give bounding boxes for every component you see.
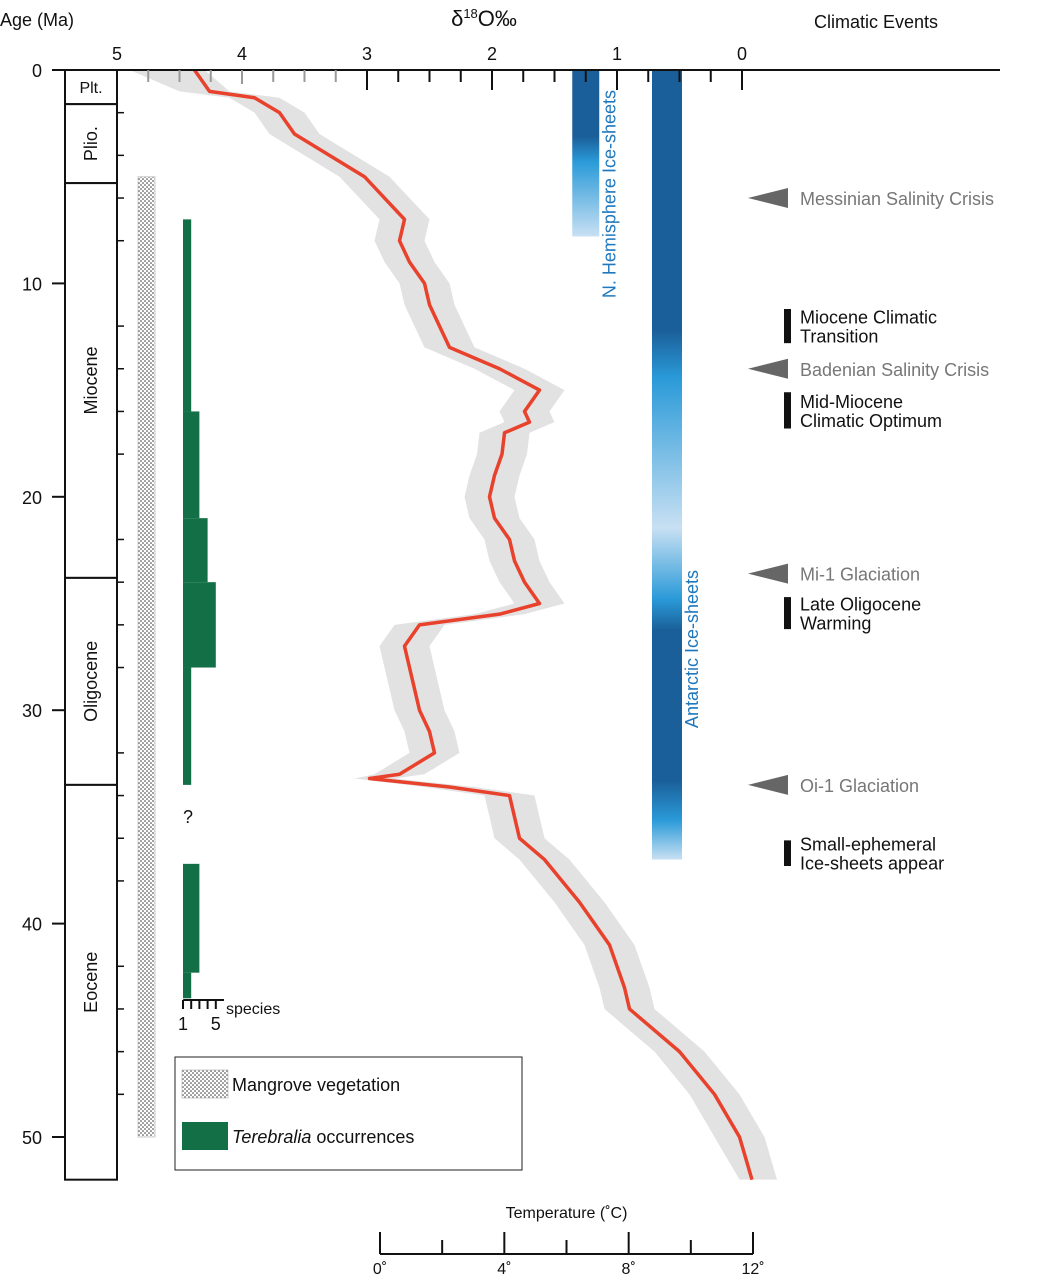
event-arrow: [748, 774, 788, 795]
event-arrow: [748, 358, 788, 379]
title-part: δ: [451, 6, 463, 31]
unknown-mark: ?: [183, 807, 193, 827]
ice-sheet-bar: [572, 70, 600, 237]
legend-label: Mangrove vegetation: [232, 1075, 400, 1095]
event-bar: [784, 597, 791, 630]
temperature-tick-label: 12˚: [741, 1261, 764, 1278]
event-label: Late Oligocene: [800, 595, 921, 615]
temperature-tick-label: 0˚: [373, 1261, 387, 1278]
event-label: Badenian Salinity Crisis: [800, 360, 989, 380]
event-bar: [784, 309, 791, 344]
range-band: [129, 70, 777, 1180]
epoch-label: Oligocene: [81, 641, 101, 722]
event-label: Ice-sheets appear: [800, 854, 944, 874]
event-label: Small-ephemeral: [800, 835, 936, 855]
y-tick-label: 20: [22, 488, 42, 508]
event-bar: [784, 840, 791, 866]
terebralia-bar: [183, 582, 216, 668]
x-tick-label: 3: [362, 44, 372, 64]
y-tick-label: 10: [22, 274, 42, 294]
epoch-label: Miocene: [81, 346, 101, 414]
temperature-title: Temperature (˚C): [506, 1205, 628, 1222]
terebralia-bar: [183, 411, 200, 519]
events-title: Climatic Events: [814, 12, 938, 32]
ice-sheet-bar: [652, 70, 682, 860]
terebralia-bar: [183, 667, 192, 785]
terebralia-bar: [183, 518, 208, 583]
event-label: Mid-Miocene: [800, 392, 903, 412]
epoch-label: Plio.: [81, 126, 101, 161]
title-part: 18: [463, 6, 477, 21]
legend-swatch: [182, 1122, 228, 1150]
epoch-box: [64, 576, 118, 786]
x-tick-label: 1: [612, 44, 622, 64]
title-part: O‰: [478, 6, 517, 31]
event-label: Oi-1 Glaciation: [800, 776, 919, 796]
event-label: Warming: [800, 614, 871, 634]
legend-swatch: [181, 1069, 229, 1099]
temperature-tick-label: 4˚: [497, 1261, 511, 1278]
event-bar: [784, 392, 791, 429]
epoch-label: Plt.: [79, 80, 102, 97]
event-arrow: [748, 188, 788, 209]
species-tick-label: 1: [178, 1014, 188, 1034]
terebralia-bar: [183, 972, 192, 999]
epoch-box: [64, 103, 118, 185]
epoch-box: [64, 182, 118, 579]
ice-sheet-label: N. Hemisphere Ice-sheets: [599, 90, 619, 298]
legend-label-italic: Terebralia: [232, 1127, 311, 1147]
legend-label: Terebralia occurrences: [232, 1127, 414, 1147]
event-arrow: [748, 563, 788, 584]
x-axis-title: δ18O‰: [451, 6, 517, 31]
terebralia-bar: [183, 863, 200, 973]
event-label: Miocene Climatic: [800, 308, 937, 328]
legend-box: [174, 1056, 523, 1171]
d18o-curve: [193, 68, 754, 1181]
temperature-tick-label: 8˚: [622, 1261, 636, 1278]
mangrove-bar: [137, 176, 156, 1138]
legend-label-text: occurrences: [311, 1127, 414, 1147]
terebralia-bar: [183, 219, 192, 412]
event-label: Transition: [800, 327, 878, 347]
epoch-label: Eocene: [81, 952, 101, 1013]
y-axis-title: Age (Ma): [0, 10, 74, 30]
epoch-box: [64, 783, 118, 1181]
event-label: Mi-1 Glaciation: [800, 565, 920, 585]
y-tick-label: 0: [32, 61, 42, 81]
species-tick-label: 5: [211, 1014, 221, 1034]
x-tick-label: 4: [237, 44, 247, 64]
y-tick-label: 30: [22, 701, 42, 721]
ice-sheet-label: Antarctic Ice-sheets: [682, 570, 702, 728]
x-tick-label: 2: [487, 44, 497, 64]
y-tick-label: 40: [22, 915, 42, 935]
x-tick-label: 0: [737, 44, 747, 64]
species-label: species: [226, 1001, 280, 1018]
y-tick-label: 50: [22, 1128, 42, 1148]
event-label: Messinian Salinity Crisis: [800, 189, 994, 209]
x-tick-label: 5: [112, 44, 122, 64]
event-label: Climatic Optimum: [800, 411, 942, 431]
